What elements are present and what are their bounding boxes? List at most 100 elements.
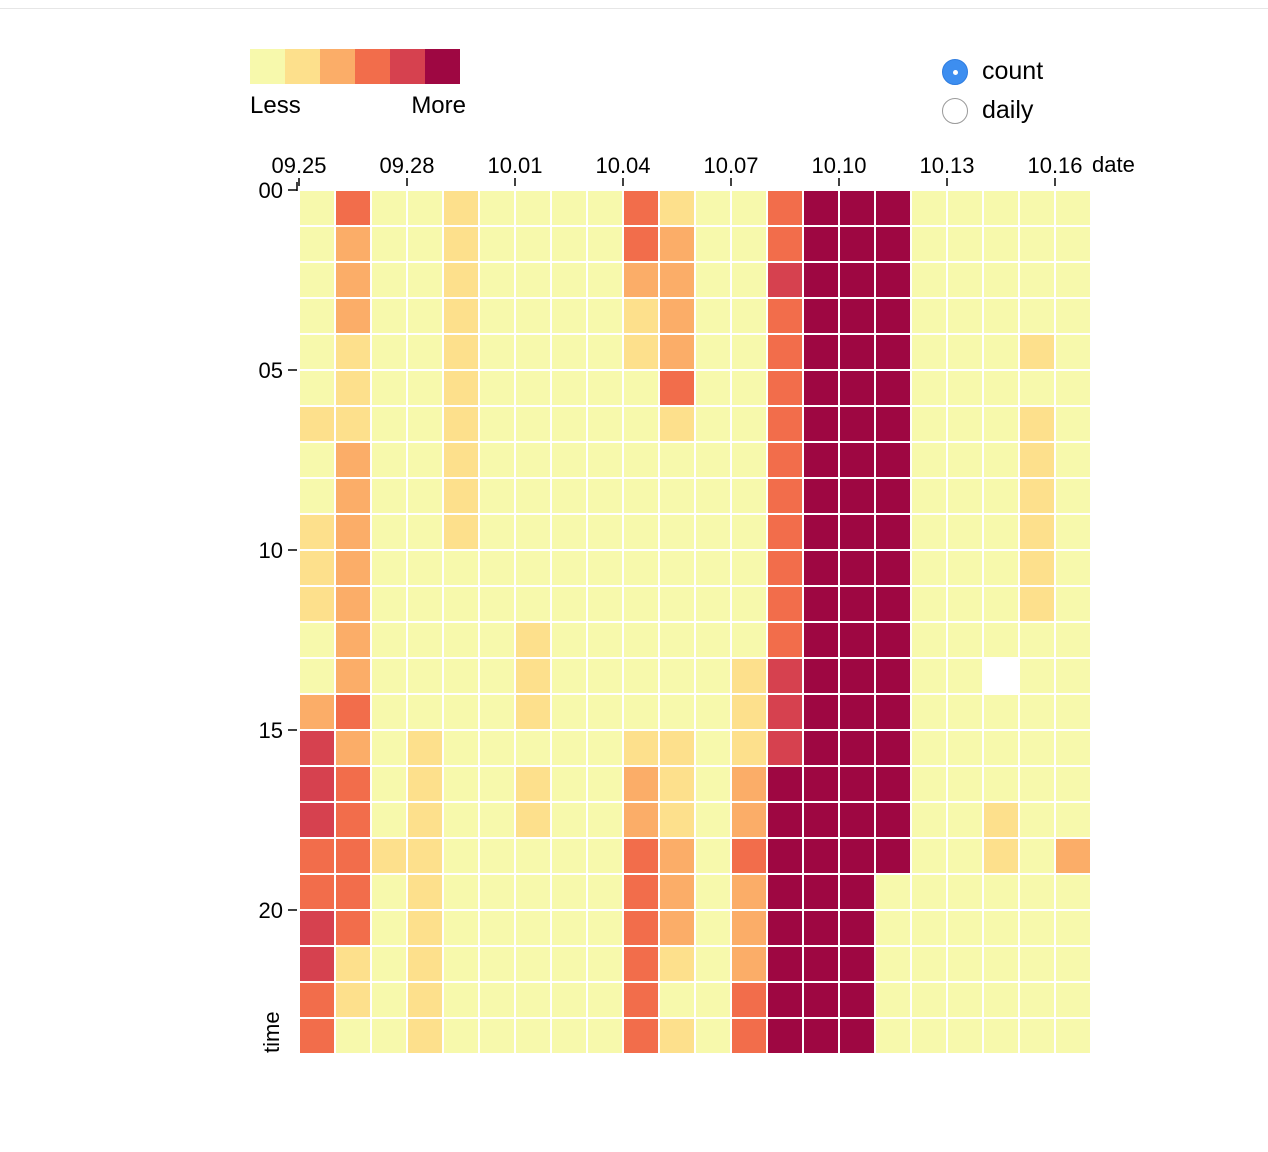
heatmap-cell: [982, 621, 1020, 659]
heatmap-cell: [406, 981, 444, 1019]
heatmap-cell: [802, 837, 840, 875]
heatmap-cell: [982, 657, 1020, 695]
heatmap-cell: [838, 657, 876, 695]
heatmap-cell: [334, 765, 372, 803]
heatmap-cell: [910, 513, 948, 551]
heatmap-cell: [802, 765, 840, 803]
heatmap-cell: [622, 729, 660, 767]
heatmap-cell: [1018, 261, 1056, 299]
heatmap-cell: [874, 189, 912, 227]
heatmap-cell: [1054, 909, 1092, 947]
heatmap-cell: [442, 369, 480, 407]
heatmap-cell: [694, 801, 732, 839]
heatmap-cell: [1018, 513, 1056, 551]
heatmap-cell: [370, 657, 408, 695]
heatmap-cell: [982, 189, 1020, 227]
heatmap-cell: [766, 441, 804, 479]
heatmap-cell: [1018, 1017, 1056, 1055]
heatmap-cell: [694, 477, 732, 515]
heatmap-cell: [334, 369, 372, 407]
heatmap-cell: [406, 729, 444, 767]
heatmap-cell: [370, 369, 408, 407]
heatmap-cell: [622, 765, 660, 803]
heatmap-cell: [478, 477, 516, 515]
heatmap-cell: [370, 1017, 408, 1055]
heatmap-cell: [622, 297, 660, 335]
radio-button-count[interactable]: [942, 58, 968, 85]
heatmap-cell: [982, 873, 1020, 911]
heatmap-cell: [406, 441, 444, 479]
heatmap-cell: [1054, 189, 1092, 227]
heatmap-cell: [622, 945, 660, 983]
heatmap-cell: [838, 945, 876, 983]
heatmap-cell: [478, 729, 516, 767]
heatmap-cell: [946, 801, 984, 839]
heatmap-cell: [586, 297, 624, 335]
heatmap-cell: [586, 549, 624, 587]
heatmap-cell: [1054, 261, 1092, 299]
heatmap-cell: [910, 333, 948, 371]
heatmap-cell: [874, 369, 912, 407]
heatmap-cell: [406, 189, 444, 227]
heatmap-cell: [442, 801, 480, 839]
heatmap-cell: [982, 369, 1020, 407]
heatmap-cell: [802, 1017, 840, 1055]
legend-swatch: [355, 49, 390, 84]
heatmap-cell: [1054, 657, 1092, 695]
radio-button-daily[interactable]: [942, 97, 968, 124]
heatmap-cell: [550, 297, 588, 335]
heatmap-cell: [1054, 441, 1092, 479]
heatmap-cell: [658, 513, 696, 551]
heatmap-cell: [802, 945, 840, 983]
heatmap-cell: [910, 369, 948, 407]
heatmap-cell: [1054, 765, 1092, 803]
heatmap-cell: [982, 585, 1020, 623]
heatmap-cell: [838, 585, 876, 623]
heatmap-cell: [982, 909, 1020, 947]
radio-option-count[interactable]: count: [940, 52, 1043, 91]
heatmap-cell: [874, 693, 912, 731]
heatmap-cell: [478, 369, 516, 407]
heatmap-cell: [658, 729, 696, 767]
heatmap-cell: [766, 729, 804, 767]
heatmap-cell: [514, 549, 552, 587]
heatmap-cell: [586, 477, 624, 515]
heatmap-cell: [1054, 945, 1092, 983]
heatmap-cell: [874, 297, 912, 335]
heatmap-cell: [334, 405, 372, 443]
heatmap-cell: [802, 297, 840, 335]
heatmap-cell: [478, 1017, 516, 1055]
heatmap-cell: [550, 837, 588, 875]
heatmap-cell: [622, 549, 660, 587]
heatmap-cell: [946, 189, 984, 227]
heatmap-cell: [1018, 837, 1056, 875]
radio-option-daily[interactable]: daily: [940, 91, 1043, 130]
heatmap-cell: [442, 297, 480, 335]
heatmap-cell: [766, 225, 804, 263]
heatmap-cell: [658, 621, 696, 659]
heatmap-cell: [298, 549, 336, 587]
heatmap-cell: [478, 441, 516, 479]
heatmap-cell: [298, 1017, 336, 1055]
heatmap-cell: [730, 549, 768, 587]
heatmap-cell: [730, 369, 768, 407]
heatmap-cell: [298, 693, 336, 731]
heatmap-cell: [298, 909, 336, 947]
heatmap-cell: [298, 621, 336, 659]
heatmap-cell: [910, 189, 948, 227]
heatmap-cell: [1054, 369, 1092, 407]
heatmap-cell: [334, 801, 372, 839]
legend-swatch: [250, 49, 285, 84]
legend-swatch: [320, 49, 355, 84]
heatmap-cell: [802, 549, 840, 587]
heatmap-cell: [622, 693, 660, 731]
heatmap-cell: [370, 189, 408, 227]
heatmap-cell: [478, 693, 516, 731]
heatmap-cell: [514, 261, 552, 299]
heatmap-cell: [514, 765, 552, 803]
heatmap-cell: [334, 873, 372, 911]
heatmap-cell: [586, 909, 624, 947]
heatmap-cell: [1018, 549, 1056, 587]
heatmap-cell: [982, 837, 1020, 875]
heatmap-cell: [658, 585, 696, 623]
